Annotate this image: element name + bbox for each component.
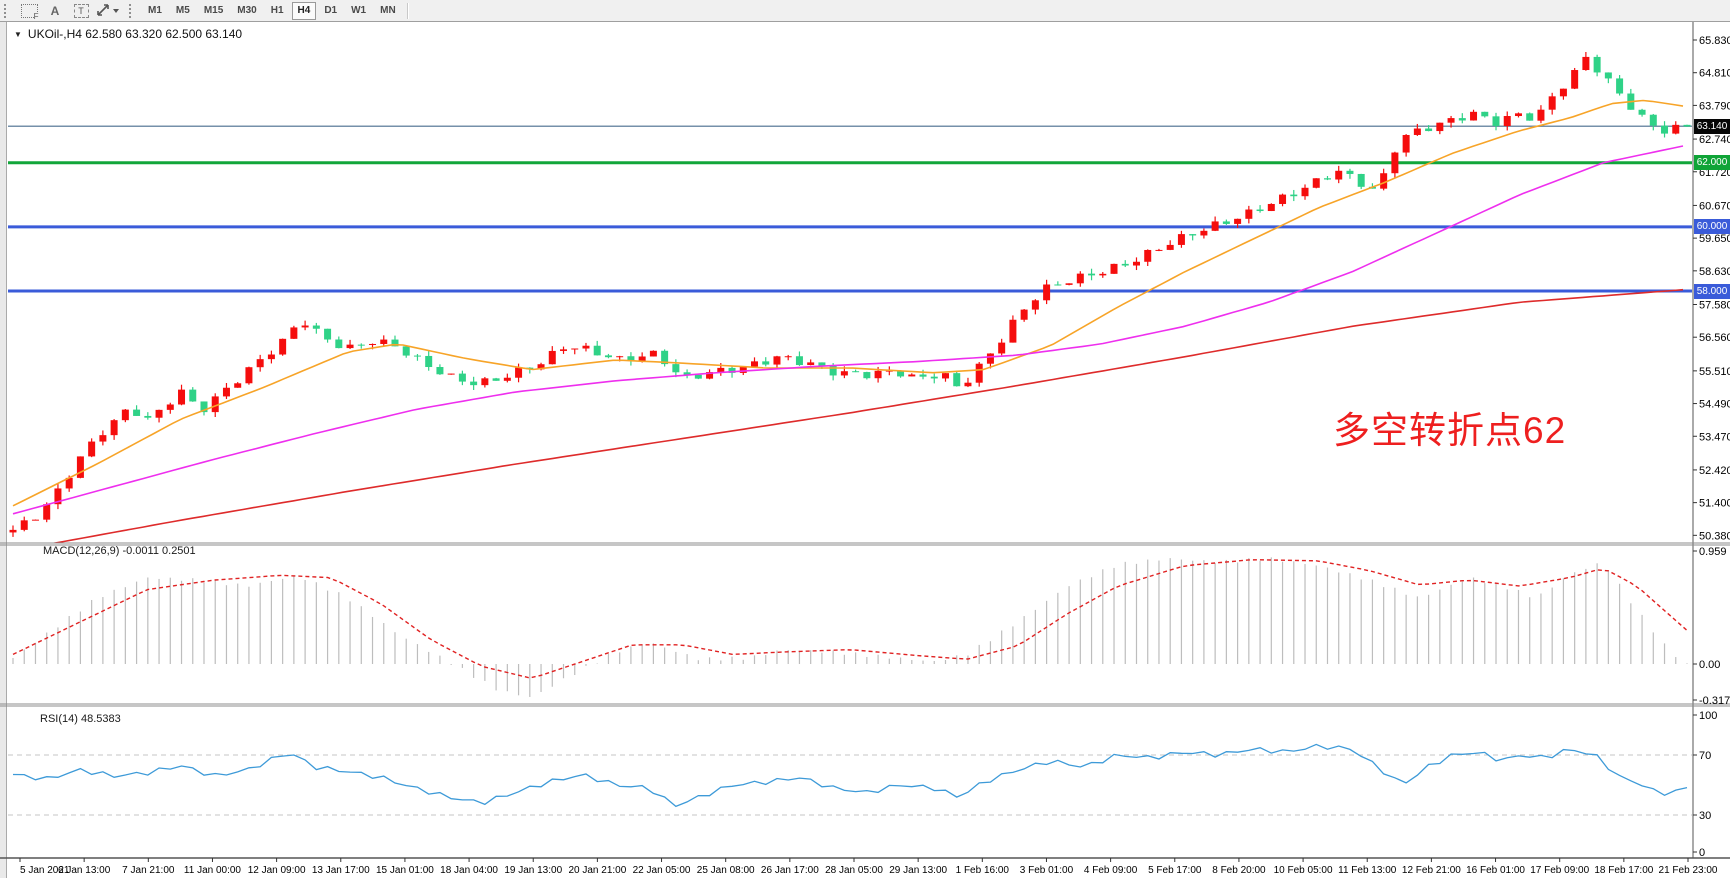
time-axis-label[interactable]: 8 Feb 20:00 xyxy=(1212,865,1266,876)
price-tick-label: 60.670 xyxy=(1699,200,1730,212)
time-axis-label[interactable]: 26 Jan 17:00 xyxy=(761,865,819,876)
chevron-down-icon xyxy=(113,8,119,13)
time-axis-label[interactable]: 18 Jan 04:00 xyxy=(440,865,498,876)
rsi-tick-label: 100 xyxy=(1699,710,1717,722)
toolbar-separator xyxy=(406,2,409,19)
macd-tick-label: 0.00 xyxy=(1699,659,1720,671)
time-axis-label[interactable]: 12 Feb 21:00 xyxy=(1402,865,1461,876)
time-axis-label[interactable]: 10 Feb 05:00 xyxy=(1274,865,1333,876)
price-level-badge-60: 60.000 xyxy=(1694,219,1730,235)
toolbar: F A T M1 M5 M15 M30 H1 H4 D1 W1 MN xyxy=(0,0,1730,22)
ma-mid-line xyxy=(12,145,1684,515)
time-axis-label[interactable]: 29 Jan 13:00 xyxy=(889,865,947,876)
time-axis-label[interactable]: 28 Jan 05:00 xyxy=(825,865,883,876)
time-axis-label[interactable]: 17 Feb 09:00 xyxy=(1530,865,1589,876)
arrows-tool-button[interactable] xyxy=(96,2,119,20)
timeframe-button-m5[interactable]: M5 xyxy=(175,4,190,16)
time-axis-label[interactable]: 11 Feb 13:00 xyxy=(1338,865,1397,876)
price-tick-label: 65.830 xyxy=(1699,35,1730,47)
time-axis-label[interactable]: 13 Jan 17:00 xyxy=(312,865,370,876)
timeframe-button-group: M1 M5 M15 M30 H1 H4 D1 W1 MN xyxy=(141,1,403,20)
toolbar-grip-2[interactable] xyxy=(129,3,136,18)
price-tick-label: 56.560 xyxy=(1699,332,1730,344)
symbol-ohlc-text: UKOil-,H4 62.580 63.320 62.500 63.140 xyxy=(27,27,243,41)
time-axis-label[interactable]: 12 Jan 09:00 xyxy=(248,865,306,876)
price-tick-label: 58.630 xyxy=(1699,266,1730,278)
time-axis-label[interactable]: 4 Feb 09:00 xyxy=(1084,865,1138,876)
price-tick-label: 62.740 xyxy=(1699,134,1730,146)
chart-symbol-label[interactable]: ▼ UKOil-,H4 62.580 63.320 62.500 63.140 xyxy=(14,27,242,41)
price-tick-label: 51.400 xyxy=(1699,498,1730,510)
timeframe-button-mn[interactable]: MN xyxy=(380,4,396,16)
time-axis-label[interactable]: 3 Feb 01:00 xyxy=(1020,865,1074,876)
time-axis-label[interactable]: 5 Jan 2021 xyxy=(20,865,70,876)
macd-histogram-layer xyxy=(12,557,1688,697)
fibonacci-tool-button[interactable]: F xyxy=(18,2,40,21)
time-axis-label[interactable]: 16 Feb 01:00 xyxy=(1466,865,1525,876)
chart-annotation-text: 多空转折点62 xyxy=(1333,410,1567,451)
time-axis-label[interactable]: 22 Jan 05:00 xyxy=(633,865,691,876)
price-tick-label: 55.510 xyxy=(1699,366,1730,378)
arrows-tool-icon xyxy=(96,4,110,17)
price-tick-label: 57.580 xyxy=(1699,299,1730,311)
time-axis-label[interactable]: 11 Jan 00:00 xyxy=(184,865,242,876)
rsi-tick-label: 70 xyxy=(1699,750,1711,762)
time-axis-label[interactable]: 25 Jan 08:00 xyxy=(697,865,755,876)
time-axis-label[interactable]: 7 Jan 21:00 xyxy=(122,865,175,876)
rsi-indicator-label: RSI(14) 48.5383 xyxy=(40,713,121,725)
text-box-tool-icon: T xyxy=(73,3,89,18)
text-label-tool-button[interactable]: A xyxy=(44,2,66,20)
time-axis-label[interactable]: 19 Jan 13:00 xyxy=(504,865,562,876)
timeframe-button-m30[interactable]: M30 xyxy=(237,4,257,16)
time-axis-label[interactable]: 6 Jan 13:00 xyxy=(58,865,111,876)
timeframe-button-h4[interactable]: H4 xyxy=(291,1,317,20)
rsi-line xyxy=(12,743,1688,808)
price-tick-label: 52.420 xyxy=(1699,465,1730,477)
ma-slow-line xyxy=(50,288,1684,543)
text-box-tool-button[interactable]: T xyxy=(70,2,92,20)
price-tick-label: 59.650 xyxy=(1699,233,1730,245)
chart-canvas[interactable]: 65.83064.81063.79062.74061.72060.67059.6… xyxy=(0,22,1730,878)
price-tick-label: 50.380 xyxy=(1699,530,1730,542)
time-axis-label[interactable]: 1 Feb 16:00 xyxy=(956,865,1010,876)
time-axis-label[interactable]: 5 Feb 17:00 xyxy=(1148,865,1202,876)
price-level-badge-62: 62.000 xyxy=(1694,155,1730,171)
price-tick-label: 54.490 xyxy=(1699,399,1730,411)
timeframe-button-m15[interactable]: M15 xyxy=(203,4,224,16)
macd-signal-line xyxy=(12,559,1688,679)
chart-left-border xyxy=(0,22,7,878)
current-price-badge: 63.140 xyxy=(1694,118,1730,134)
macd-tick-label: 0.959 xyxy=(1699,546,1727,558)
fibonacci-tool-icon: F xyxy=(20,3,39,21)
candlestick-layer xyxy=(9,51,1691,537)
price-tick-label: 63.790 xyxy=(1699,100,1730,112)
price-tick-label: 64.810 xyxy=(1699,68,1730,80)
price-level-badge-58: 58.000 xyxy=(1694,283,1730,299)
symbol-dropdown-icon[interactable]: ▼ xyxy=(14,29,22,39)
timeframe-button-h1[interactable]: H1 xyxy=(270,4,284,16)
rsi-tick-label: 0 xyxy=(1699,847,1705,859)
price-tick-label: 53.470 xyxy=(1699,431,1730,443)
macd-indicator-label: MACD(12,26,9) -0.0011 0.2501 xyxy=(43,545,196,557)
time-axis-label[interactable]: 15 Jan 01:00 xyxy=(376,865,434,876)
timeframe-button-m1[interactable]: M1 xyxy=(148,4,162,16)
time-axis-label[interactable]: 20 Jan 21:00 xyxy=(568,865,626,876)
timeframe-button-d1[interactable]: D1 xyxy=(324,4,338,16)
toolbar-grip[interactable] xyxy=(4,3,11,18)
ma-fast-line xyxy=(12,99,1684,507)
timeframe-button-w1[interactable]: W1 xyxy=(351,4,367,16)
rsi-tick-label: 30 xyxy=(1699,810,1711,822)
time-axis-label[interactable]: 18 Feb 17:00 xyxy=(1594,865,1653,876)
time-axis-label[interactable]: 21 Feb 23:00 xyxy=(1659,865,1718,876)
text-label-tool-icon: A xyxy=(50,3,60,18)
